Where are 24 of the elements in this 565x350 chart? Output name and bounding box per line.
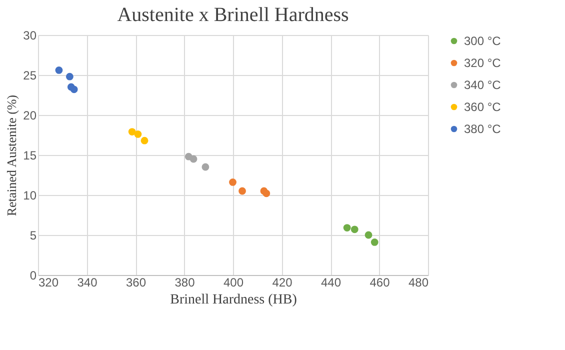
- x-tick-label: 460: [370, 276, 390, 290]
- x-tick-label: 360: [126, 276, 146, 290]
- y-tick-label: 15: [23, 148, 37, 162]
- y-tick-label: 10: [23, 188, 37, 202]
- y-axis-title: Retained Austenite (%): [4, 94, 20, 216]
- legend-label: 320 °C: [464, 56, 502, 70]
- y-tick-label: 30: [23, 28, 37, 42]
- chart-title: Austenite x Brinell Hardness: [117, 4, 350, 26]
- legend-label: 340 °C: [464, 78, 502, 92]
- x-tick-label: 320: [38, 276, 59, 290]
- y-tick-label: 25: [23, 68, 37, 82]
- x-tick-label: 420: [272, 276, 293, 290]
- x-tick-label: 380: [174, 276, 196, 290]
- x-tick-label: 400: [223, 276, 244, 290]
- legend-label: 360 °C: [464, 100, 502, 114]
- y-tick-label: 5: [30, 228, 37, 242]
- legend-label: 300 °C: [464, 34, 502, 48]
- legend-label: 380 °C: [464, 122, 502, 136]
- x-tick-label: 340: [77, 276, 98, 290]
- x-axis-title: Brinell Hardness (HB): [170, 292, 298, 308]
- y-tick-label: 20: [23, 108, 37, 122]
- x-tick-label: 480: [408, 276, 429, 290]
- x-tick-label: 440: [320, 276, 342, 290]
- y-tick-label: 0: [30, 268, 37, 282]
